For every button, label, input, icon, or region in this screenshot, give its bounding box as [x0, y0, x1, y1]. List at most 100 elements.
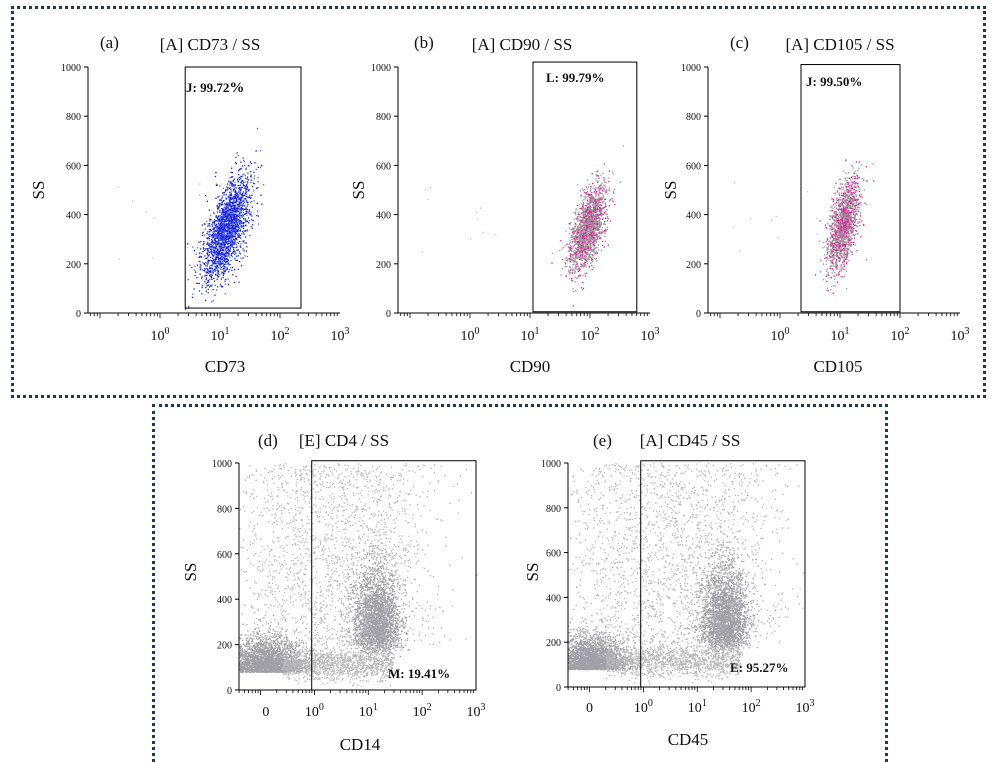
data-point [216, 266, 218, 268]
x-tick-exponent: 3 [345, 326, 350, 337]
data-point [580, 240, 582, 243]
data-point [603, 211, 606, 214]
data-point [604, 228, 607, 230]
data-point [835, 214, 837, 216]
data-point [579, 230, 582, 232]
data-point [224, 215, 226, 218]
data-point [838, 201, 840, 203]
data-point [576, 236, 578, 238]
data-point [588, 206, 590, 208]
data-point [219, 202, 221, 204]
data-point [600, 237, 602, 239]
data-point [211, 272, 213, 274]
data-point [591, 254, 593, 257]
data-point [237, 181, 239, 183]
data-point [224, 228, 226, 231]
data-point [580, 236, 582, 239]
data-point [237, 242, 240, 244]
data-point [242, 190, 244, 193]
data-point [850, 176, 853, 178]
data-point [600, 210, 602, 212]
data-point [245, 167, 247, 169]
outlier-point [131, 200, 134, 202]
data-point [233, 241, 235, 243]
data-point [225, 224, 228, 226]
data-point [202, 231, 204, 233]
data-point [592, 244, 594, 246]
data-point [238, 187, 240, 189]
data-point [590, 215, 592, 217]
data-point [237, 224, 239, 226]
data-point [215, 184, 218, 187]
data-point [577, 184, 579, 186]
data-point [575, 236, 577, 238]
data-point [592, 226, 594, 228]
data-point [586, 252, 588, 254]
data-point [840, 188, 842, 190]
data-point [211, 264, 213, 266]
data-point [233, 197, 235, 199]
data-point [245, 207, 247, 210]
data-point [229, 193, 231, 195]
data-point [576, 237, 578, 239]
data-point [565, 230, 567, 232]
data-point [239, 221, 241, 223]
data-point [587, 218, 589, 220]
data-point [585, 259, 587, 261]
data-point [595, 216, 598, 218]
data-point [247, 172, 249, 174]
data-point [855, 182, 857, 184]
y-tick-label: 1000 [61, 63, 81, 74]
data-point [234, 235, 236, 237]
data-point [589, 217, 591, 219]
data-point [581, 220, 583, 222]
data-point [589, 211, 592, 213]
data-point [579, 232, 581, 234]
data-point [232, 214, 235, 216]
data-point [612, 200, 614, 202]
data-point [226, 230, 228, 232]
data-point [573, 232, 575, 235]
data-point [851, 198, 853, 200]
data-point [229, 250, 231, 252]
data-point [832, 216, 834, 218]
data-point [836, 226, 838, 229]
data-point [590, 214, 592, 216]
data-point [835, 230, 837, 232]
data-point [599, 224, 601, 226]
data-point [216, 278, 218, 280]
data-point [209, 251, 211, 253]
data-point [245, 230, 247, 232]
data-point [208, 246, 210, 248]
data-point [249, 195, 251, 197]
data-point [843, 257, 846, 259]
data-point [587, 250, 589, 252]
data-point [211, 240, 213, 242]
data-point [206, 242, 208, 245]
data-point [602, 195, 604, 197]
data-point [237, 236, 240, 238]
data-point [210, 248, 213, 250]
data-point [584, 217, 587, 220]
data-point [579, 207, 581, 210]
data-point [198, 256, 200, 258]
data-point [853, 215, 856, 217]
data-point [223, 191, 225, 194]
x-tick-label: 103 [331, 326, 350, 344]
data-point [852, 228, 854, 230]
data-point [856, 213, 858, 215]
data-point [229, 221, 232, 223]
data-point [237, 205, 239, 207]
data-point [844, 207, 846, 210]
data-point [582, 214, 584, 216]
data-point [582, 246, 584, 249]
data-point [244, 186, 247, 188]
data-point [217, 248, 219, 251]
data-point [228, 250, 230, 252]
data-point [839, 249, 841, 251]
data-point [594, 191, 596, 193]
data-point [216, 263, 218, 265]
data-point [825, 227, 827, 229]
data-point [231, 184, 233, 186]
data-point [571, 253, 573, 256]
